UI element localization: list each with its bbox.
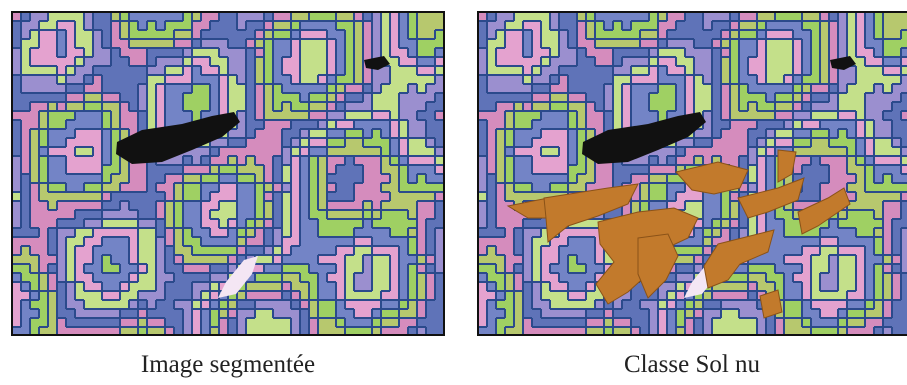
left-panel	[12, 12, 453, 336]
right-panel	[478, 12, 907, 336]
scene-image	[12, 12, 453, 336]
page: Image segmentée Classe Sol nu (() => { c…	[0, 0, 907, 385]
caption: Classe Sol nu	[624, 351, 761, 378]
figure: Image segmentée Classe Sol nu	[0, 0, 907, 385]
caption: Image segmentée	[141, 351, 315, 378]
